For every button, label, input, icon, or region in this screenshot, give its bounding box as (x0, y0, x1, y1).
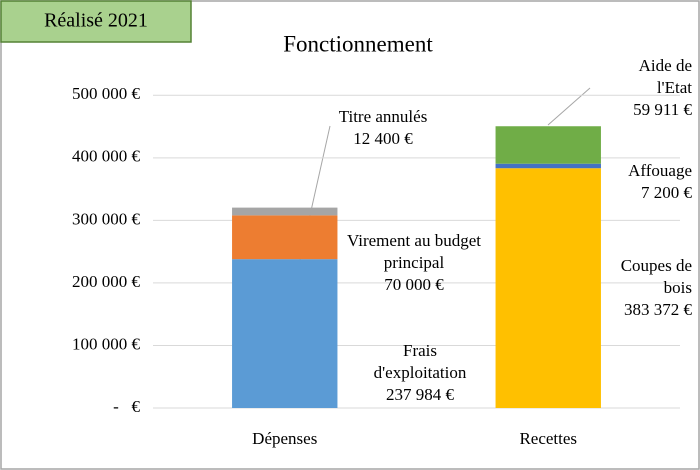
x-tick-label: Dépenses (252, 429, 317, 448)
data-label: 383 372 € (624, 300, 692, 319)
data-label: 237 984 € (386, 385, 454, 404)
segment-label: Frais d'exploitation 237 984 € (365, 340, 475, 406)
bar-segment (232, 215, 338, 260)
y-tick-label: 100 000 € (72, 334, 141, 353)
bar-segment (495, 126, 601, 164)
leader-line (547, 87, 591, 126)
segment-label: Coupes de bois 383 372 € (590, 255, 692, 321)
badge: Réalisé 2021 (44, 10, 148, 32)
y-tick-label: 300 000 € (72, 209, 141, 228)
series-name: Frais d'exploitation (373, 341, 467, 382)
y-tick-label: 500 000 € (72, 84, 141, 103)
series-name: Coupes de bois (620, 256, 692, 297)
data-label: 70 000 € (384, 275, 444, 294)
chart-title: Fonctionnement (283, 31, 433, 56)
segment-label: Aide de l'Etat 59 911 € (620, 55, 692, 121)
segment-label: Titre annulés 12 400 € (318, 106, 448, 150)
data-label: 7 200 € (641, 183, 692, 202)
x-tick-label: Recettes (519, 429, 577, 448)
series-name: Titre annulés (338, 107, 428, 126)
data-label: 12 400 € (353, 129, 413, 148)
y-tick-label: 400 000 € (72, 147, 141, 166)
bar-segment (232, 207, 338, 216)
series-name: Affouage (628, 161, 692, 180)
series-name: Virement au budget principal (347, 231, 481, 272)
segment-label: Virement au budget principal 70 000 € (335, 230, 493, 296)
data-label: 59 911 € (633, 100, 692, 119)
series-name: Aide de l'Etat (638, 56, 692, 97)
y-tick-label: 200 000 € (72, 272, 141, 291)
y-tick-label: - € (113, 397, 140, 416)
bar-segment (495, 168, 601, 408)
segment-label: Affouage 7 200 € (590, 160, 692, 204)
bar-segment (232, 259, 338, 408)
badge-box (0, 0, 192, 43)
bar-segment (495, 163, 601, 169)
